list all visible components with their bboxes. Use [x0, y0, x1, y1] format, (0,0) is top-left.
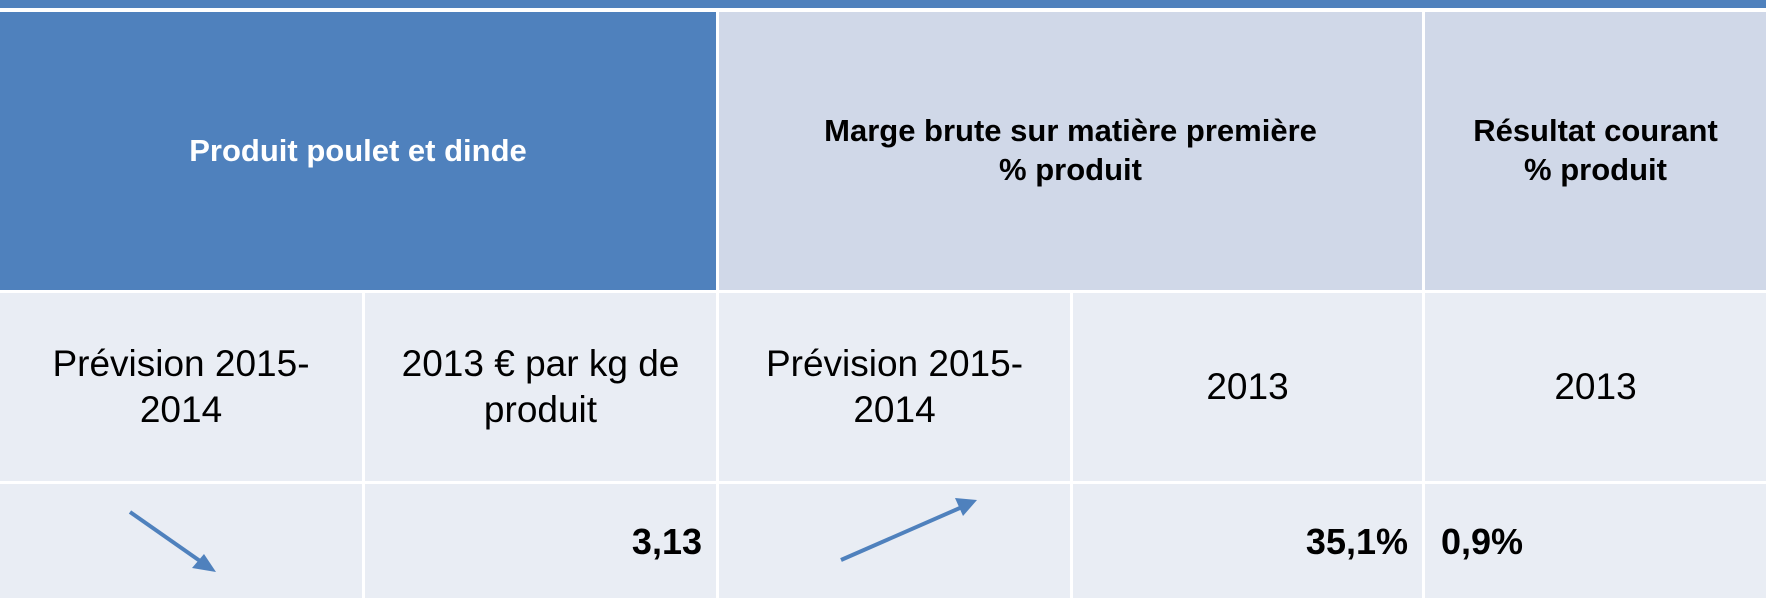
table-cell: 35,1% — [1073, 484, 1422, 598]
table-cell: 3,13 — [365, 484, 716, 598]
table-cell: 2013 — [1073, 293, 1422, 481]
header-cell: Résultat courant % produit — [1425, 12, 1766, 290]
table-cell — [719, 484, 1070, 598]
up-arrow — [840, 498, 977, 562]
header-cell: Marge brute sur matière première % produ… — [719, 12, 1422, 290]
top-rule — [0, 0, 1766, 8]
table-cell: Prévision 2015- 2014 — [719, 293, 1070, 481]
table-cell: Prévision 2015- 2014 — [0, 293, 362, 481]
down-arrow — [128, 510, 216, 572]
table-cell — [0, 484, 362, 598]
table-cell: 2013 € par kg de produit — [365, 293, 716, 481]
table-cell: 2013 — [1425, 293, 1766, 481]
table-cell: 0,9% — [1425, 484, 1766, 598]
header-cell: Produit poulet et dinde — [0, 12, 716, 290]
